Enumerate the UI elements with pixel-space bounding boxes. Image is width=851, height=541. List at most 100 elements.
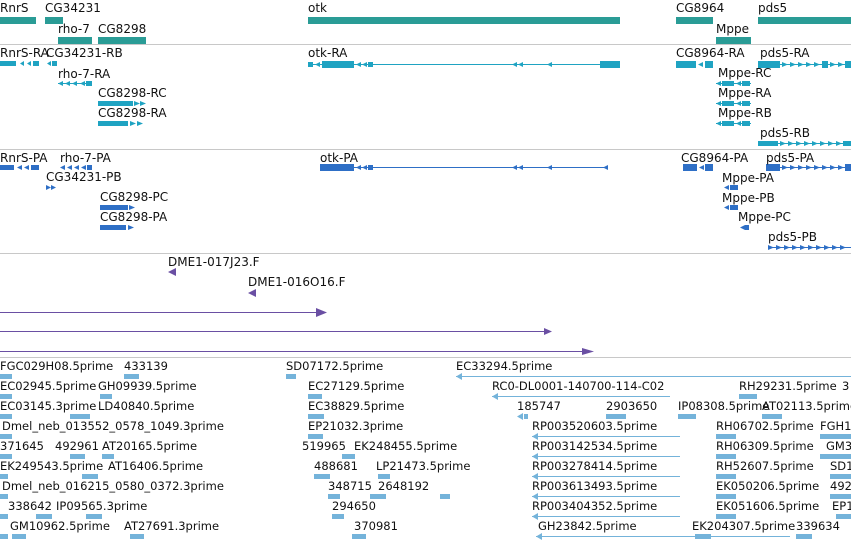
- est-label: RP003613493.5prime: [532, 479, 657, 493]
- gene-bar-mppe[interactable]: [716, 37, 751, 44]
- protein-rho7-pa[interactable]: [60, 165, 92, 170]
- est-label: EC33294.5prime: [456, 359, 552, 373]
- clone-line-2[interactable]: [0, 328, 552, 335]
- gene-label: CG8298: [98, 22, 146, 36]
- protein-mppe-pc[interactable]: [740, 225, 749, 230]
- gene-bar-rnrs[interactable]: [0, 17, 36, 24]
- protein-mppe-pa[interactable]: [724, 185, 738, 190]
- gene-label: Mppe: [716, 22, 749, 36]
- gene-bar-rho7[interactable]: [58, 37, 92, 44]
- clone-label: DME1-017J23.F: [168, 255, 260, 269]
- est-label: 433139: [124, 359, 168, 373]
- transcript-label: pds5-RA: [760, 46, 810, 60]
- est-label: GM3: [826, 439, 851, 453]
- protein-otk-pa[interactable]: [320, 164, 608, 171]
- gene-bar-cg34231[interactable]: [45, 17, 63, 24]
- protein-label: CG8298-PA: [100, 210, 168, 224]
- clone-labels: DME1-017J23.F DME1-016O16.F: [168, 255, 346, 289]
- transcript-label: Mppe-RC: [718, 66, 771, 80]
- transcript-otk-ra[interactable]: [308, 61, 620, 68]
- gene-track[interactable]: [0, 17, 851, 44]
- protein-label: Mppe-PB: [722, 191, 775, 205]
- est-label: RP003278414.5prime: [532, 459, 657, 473]
- transcript-mppe-rc[interactable]: [716, 81, 751, 86]
- est-label: 492: [830, 479, 851, 493]
- transcript-label: Mppe-RB: [718, 106, 772, 120]
- protein-pds5-pa[interactable]: [766, 164, 851, 171]
- est-label: 338642: [8, 499, 52, 513]
- transcript-rnrs-ra[interactable]: [0, 61, 39, 66]
- est-label: IP08308.5prime: [678, 399, 769, 413]
- gene-label: CG34231: [45, 1, 101, 15]
- protein-cg8298-pc[interactable]: [100, 205, 135, 210]
- est-label: EC03145.3prime: [0, 399, 96, 413]
- transcript-mppe-rb[interactable]: [716, 121, 751, 126]
- est-label: 348715: [328, 479, 372, 493]
- clone-marker-016o16[interactable]: [248, 289, 256, 297]
- protein-label: CG34231-PB: [46, 170, 122, 184]
- est-label: EC38829.5prime: [308, 399, 404, 413]
- protein-pds5-pb[interactable]: [768, 245, 851, 250]
- gene-bar-cg8298[interactable]: [98, 37, 146, 44]
- transcript-cg8964-ra[interactable]: [676, 61, 713, 68]
- transcript-cg8298-ra[interactable]: [98, 121, 143, 126]
- transcript-label: Mppe-RA: [718, 86, 772, 100]
- gene-label: otk: [308, 1, 327, 15]
- protein-label: otk-PA: [320, 151, 359, 165]
- transcript-label: CG8964-RA: [676, 46, 745, 60]
- protein-label: Mppe-PA: [722, 171, 775, 185]
- protein-cg8964-pa[interactable]: [683, 164, 713, 171]
- est-label: 2648192: [378, 479, 429, 493]
- transcript-cg8298-rc[interactable]: [98, 101, 146, 106]
- transcript-label: otk-RA: [308, 46, 348, 60]
- clone-line-3[interactable]: [0, 348, 594, 355]
- est-label: Dmel_neb_016215_0580_0372.3prime: [2, 479, 224, 493]
- transcript-rho7-ra[interactable]: [58, 81, 92, 86]
- clone-marker-017j23[interactable]: [168, 268, 176, 276]
- est-label: 370981: [354, 519, 398, 533]
- protein-track[interactable]: [0, 164, 851, 250]
- est-label: AT02113.5prime: [762, 399, 851, 413]
- protein-cg34231-pb[interactable]: [46, 185, 56, 190]
- transcript-label: RnrS-RA: [0, 46, 50, 60]
- gene-label: pds5: [758, 1, 787, 15]
- gene-bar-otk[interactable]: [308, 17, 620, 24]
- transcript-mppe-ra[interactable]: [716, 101, 751, 106]
- protein-cg8298-pa[interactable]: [100, 225, 134, 230]
- est-label: RP003404352.5prime: [532, 499, 657, 513]
- est-label: AT27691.3prime: [124, 519, 219, 533]
- transcript-track[interactable]: [0, 61, 851, 146]
- est-label: IP09565.3prime: [56, 499, 147, 513]
- est-label: EK248455.5prime: [354, 439, 457, 453]
- est-label: RP003142534.5prime: [532, 439, 657, 453]
- protein-label: pds5-PB: [768, 230, 817, 244]
- est-label: RP003520603.5prime: [532, 419, 657, 433]
- est-track[interactable]: [0, 373, 851, 540]
- track-separators: [0, 44, 851, 358]
- gene-bar-cg8964[interactable]: [676, 17, 713, 24]
- clone-track[interactable]: [0, 268, 594, 355]
- est-label: 2903650: [606, 399, 657, 413]
- clone-line-1[interactable]: [0, 308, 327, 317]
- est-label: 519965: [302, 439, 346, 453]
- transcript-label: CG8298-RC: [98, 86, 167, 100]
- est-label: RH52607.5prime: [716, 459, 814, 473]
- est-label: RH06702.5prime: [716, 419, 814, 433]
- est-label: EP21032.3prime: [308, 419, 403, 433]
- transcript-cg34231-rb[interactable]: [47, 61, 57, 66]
- protein-mppe-pb[interactable]: [724, 205, 738, 210]
- gene-labels: RnrS CG34231 rho-7 CG8298 otk CG8964 Mpp…: [0, 1, 787, 36]
- est-label: SD1: [830, 459, 851, 473]
- est-label: AT20165.5prime: [102, 439, 197, 453]
- gene-bar-pds5[interactable]: [758, 17, 851, 24]
- est-label: EK249543.5prime: [0, 459, 103, 473]
- est-label: 488681: [314, 459, 358, 473]
- est-label: EP1: [832, 499, 851, 513]
- transcript-pds5-rb[interactable]: [758, 141, 851, 146]
- est-label: GH23842.5prime: [538, 519, 637, 533]
- transcript-pds5-ra[interactable]: [758, 61, 851, 68]
- protein-rnrs-pa[interactable]: [0, 165, 39, 170]
- est-label: EK204307.5prime: [692, 519, 795, 533]
- protein-label: pds5-PA: [766, 151, 815, 165]
